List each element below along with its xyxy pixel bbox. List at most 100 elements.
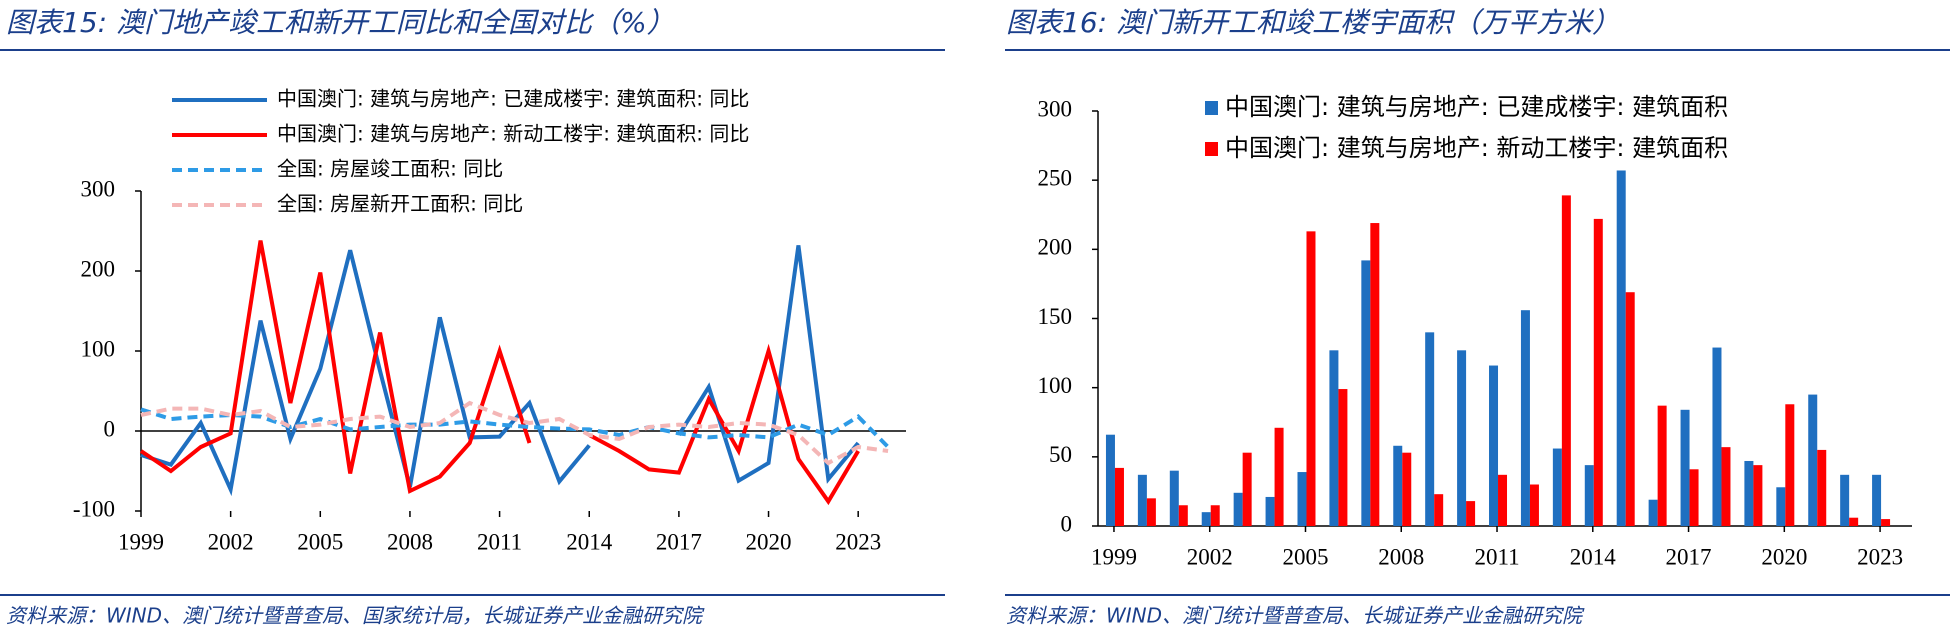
y-tick-label: 0	[1061, 511, 1073, 536]
bar	[1561, 195, 1571, 526]
x-tick-label: 2017	[1666, 544, 1712, 569]
x-tick-label: 2002	[208, 529, 254, 554]
bar	[1265, 496, 1275, 526]
y-tick-label: 200	[81, 256, 116, 281]
legend-swatch	[1205, 101, 1218, 115]
bar	[1338, 389, 1348, 526]
legend-label: 中国澳门: 建筑与房地产: 已建成楼宇: 建筑面积	[1225, 93, 1728, 121]
bar	[1776, 487, 1786, 526]
bar	[1498, 474, 1508, 526]
y-tick-label: 200	[1038, 235, 1073, 260]
bar	[1648, 499, 1658, 526]
bar	[1393, 445, 1403, 526]
bar	[1297, 472, 1307, 526]
legend-label: 全国: 房屋新开工面积: 同比	[277, 192, 523, 216]
bar	[1361, 260, 1371, 526]
legend-label: 中国澳门: 建筑与房地产: 新动工楼宇: 建筑面积: 同比	[277, 122, 749, 146]
x-tick-label: 2005	[1282, 544, 1328, 569]
legend-label: 中国澳门: 建筑与房地产: 已建成楼宇: 建筑面积: 同比	[277, 87, 749, 111]
bar	[1233, 492, 1243, 526]
bar	[1753, 465, 1763, 526]
x-tick-label: 2008	[387, 529, 433, 554]
bar	[1625, 292, 1635, 526]
x-tick-label: 2020	[1761, 544, 1807, 569]
bar	[1721, 447, 1731, 526]
y-tick-label: 250	[1038, 165, 1073, 190]
x-tick-label: 2014	[1570, 544, 1617, 569]
x-tick-label: 2017	[656, 529, 702, 554]
bar	[1242, 452, 1252, 526]
y-tick-label: 100	[1038, 373, 1073, 398]
x-tick-label: 2011	[477, 529, 522, 554]
x-tick-label: 2011	[1474, 544, 1519, 569]
y-tick-label: -100	[73, 496, 115, 521]
x-tick-label: 2008	[1378, 544, 1424, 569]
bar	[1840, 474, 1850, 526]
x-tick-label: 1999	[118, 529, 164, 554]
legend-swatch	[1205, 142, 1218, 156]
bar	[1169, 470, 1179, 526]
bar	[1306, 231, 1316, 526]
chart-title: 图表16: 澳门新开工和竣工楼宇面积（万平方米）	[1006, 6, 1620, 39]
series-line	[140, 400, 889, 466]
x-tick-label: 2014	[566, 529, 613, 554]
chart-title: 图表15: 澳门地产竣工和新开工同比和全国对比（%）	[6, 6, 675, 39]
bar	[1146, 498, 1156, 526]
bar	[1712, 347, 1722, 526]
bar	[1210, 505, 1220, 526]
bar	[1520, 310, 1530, 526]
y-tick-label: 0	[104, 416, 116, 441]
x-tick-label: 2023	[1857, 544, 1903, 569]
source-note: 资料来源：WIND、澳门统计暨普查局、长城证券产业金融研究院	[1006, 604, 1585, 628]
bar	[1329, 350, 1339, 526]
source-note: 资料来源：WIND、澳门统计暨普查局、国家统计局，长城证券产业金融研究院	[6, 604, 705, 628]
bar	[1529, 484, 1539, 526]
x-tick-label: 2005	[297, 529, 343, 554]
bar	[1584, 465, 1594, 526]
series-line	[139, 240, 532, 494]
bar	[1137, 474, 1147, 526]
bar	[1425, 332, 1435, 526]
bar	[1370, 223, 1380, 527]
bar	[1114, 467, 1124, 526]
bar	[1881, 519, 1891, 526]
bar	[1593, 218, 1603, 526]
y-tick-label: 150	[1038, 304, 1073, 329]
bar	[1434, 494, 1444, 526]
bar	[1657, 405, 1667, 526]
x-tick-label: 1999	[1091, 544, 1137, 569]
bar	[1201, 512, 1211, 526]
series-line	[140, 407, 890, 449]
bar	[1489, 365, 1499, 526]
bar	[1872, 474, 1882, 526]
y-tick-label: 100	[81, 336, 116, 361]
x-tick-label: 2020	[746, 529, 792, 554]
bar	[1689, 469, 1699, 526]
bar	[1552, 448, 1562, 526]
bar	[1817, 449, 1827, 526]
series-line	[588, 343, 860, 506]
y-tick-label: 300	[1038, 96, 1073, 121]
bar	[1785, 404, 1795, 526]
x-tick-label: 2002	[1187, 544, 1233, 569]
bar	[1105, 434, 1115, 526]
legend-label: 全国: 房屋竣工面积: 同比	[277, 157, 503, 181]
y-tick-label: 50	[1049, 442, 1072, 467]
series-line	[677, 245, 860, 484]
bar	[1849, 517, 1859, 526]
bar	[1466, 501, 1476, 526]
bar	[1808, 394, 1818, 526]
bar	[1744, 460, 1754, 526]
bar	[1457, 350, 1467, 526]
series-line	[140, 249, 591, 497]
y-tick-label: 300	[81, 176, 116, 201]
legend-label: 中国澳门: 建筑与房地产: 新动工楼宇: 建筑面积	[1225, 134, 1728, 162]
bar	[1680, 409, 1690, 526]
bar	[1178, 505, 1188, 526]
bar	[1274, 427, 1284, 526]
bar	[1616, 170, 1626, 526]
x-tick-label: 2023	[835, 529, 881, 554]
bar	[1402, 452, 1412, 526]
